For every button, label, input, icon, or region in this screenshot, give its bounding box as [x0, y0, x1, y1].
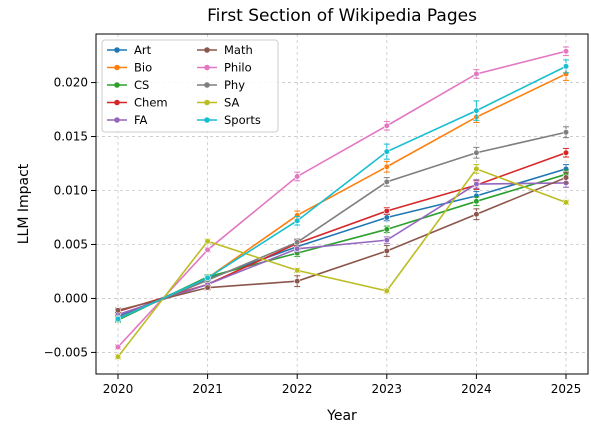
x-tick-label: 2025: [551, 382, 582, 396]
series-line: [118, 169, 566, 357]
data-point: [205, 285, 211, 291]
x-tick-label: 2024: [461, 382, 492, 396]
x-tick-label: 2021: [192, 382, 223, 396]
legend-marker: [114, 100, 120, 106]
y-axis-label: LLM Impact: [16, 163, 32, 244]
data-point: [474, 108, 480, 114]
y-axis: −0.005 0.000 0.005 0.010 0.015 0.020: [44, 76, 96, 360]
data-point: [294, 218, 300, 224]
x-tick-label: 2020: [103, 382, 134, 396]
data-point: [474, 181, 480, 187]
data-point: [474, 199, 480, 205]
y-tick-label: 0.000: [54, 291, 88, 305]
data-point: [294, 174, 300, 180]
data-point: [563, 175, 569, 181]
legend-marker: [114, 47, 120, 53]
x-axis-label: Year: [326, 408, 357, 424]
legend-marker: [114, 65, 120, 71]
chart-title: First Section of Wikipedia Pages: [207, 6, 477, 26]
x-axis: 2020 2021 2022 2023 2024 2025: [103, 374, 582, 396]
legend-marker: [204, 65, 210, 71]
legend-label: Math: [224, 43, 253, 57]
data-point: [563, 150, 569, 156]
data-point: [205, 238, 211, 244]
data-point: [115, 354, 121, 360]
y-tick-label: 0.005: [54, 237, 88, 251]
data-point: [384, 123, 390, 129]
data-point: [294, 278, 300, 284]
y-tick-label: 0.015: [54, 130, 88, 144]
legend-marker: [204, 100, 210, 106]
data-point: [474, 150, 480, 156]
legend-marker: [114, 82, 120, 88]
series-line: [118, 132, 566, 318]
legend-marker: [204, 82, 210, 88]
series-cs: [115, 170, 569, 323]
data-point: [384, 149, 390, 155]
data-point: [384, 215, 390, 221]
data-point: [563, 64, 569, 70]
data-point: [384, 227, 390, 233]
x-tick-label: 2022: [282, 382, 313, 396]
data-point: [115, 316, 121, 322]
legend: Art Bio CS Chem FA Math Philo Phy SA Sports: [102, 40, 278, 132]
data-point: [294, 240, 300, 246]
legend-label: Bio: [134, 61, 152, 75]
data-point: [474, 71, 480, 77]
data-point: [563, 200, 569, 206]
data-point: [384, 288, 390, 294]
legend-label: Art: [134, 43, 152, 57]
data-point: [384, 248, 390, 254]
data-point: [563, 129, 569, 135]
legend-label: Sports: [224, 113, 261, 127]
series-fa: [115, 179, 569, 318]
legend-label: SA: [224, 96, 240, 110]
legend-label: Philo: [224, 61, 252, 75]
data-point: [294, 268, 300, 274]
x-tick-label: 2023: [372, 382, 403, 396]
data-point: [205, 247, 211, 253]
series-line: [118, 183, 566, 315]
legend-marker: [204, 117, 210, 123]
data-point: [563, 48, 569, 54]
data-point: [115, 308, 121, 314]
legend-marker: [114, 117, 120, 123]
y-tick-label: 0.010: [54, 184, 88, 198]
data-point: [294, 246, 300, 252]
legend-label: CS: [134, 78, 149, 92]
series-art: [115, 165, 569, 320]
data-point: [205, 275, 211, 281]
data-point: [384, 164, 390, 170]
data-point: [474, 211, 480, 217]
legend-label: Phy: [224, 78, 245, 92]
data-point: [384, 237, 390, 243]
legend-label: Chem: [134, 96, 168, 110]
data-point: [474, 166, 480, 172]
legend-label: FA: [134, 113, 148, 127]
data-point: [115, 344, 121, 350]
y-tick-label: −0.005: [44, 345, 88, 359]
data-point: [384, 179, 390, 185]
data-point: [384, 208, 390, 214]
y-tick-label: 0.020: [54, 76, 88, 90]
legend-marker: [204, 47, 210, 53]
